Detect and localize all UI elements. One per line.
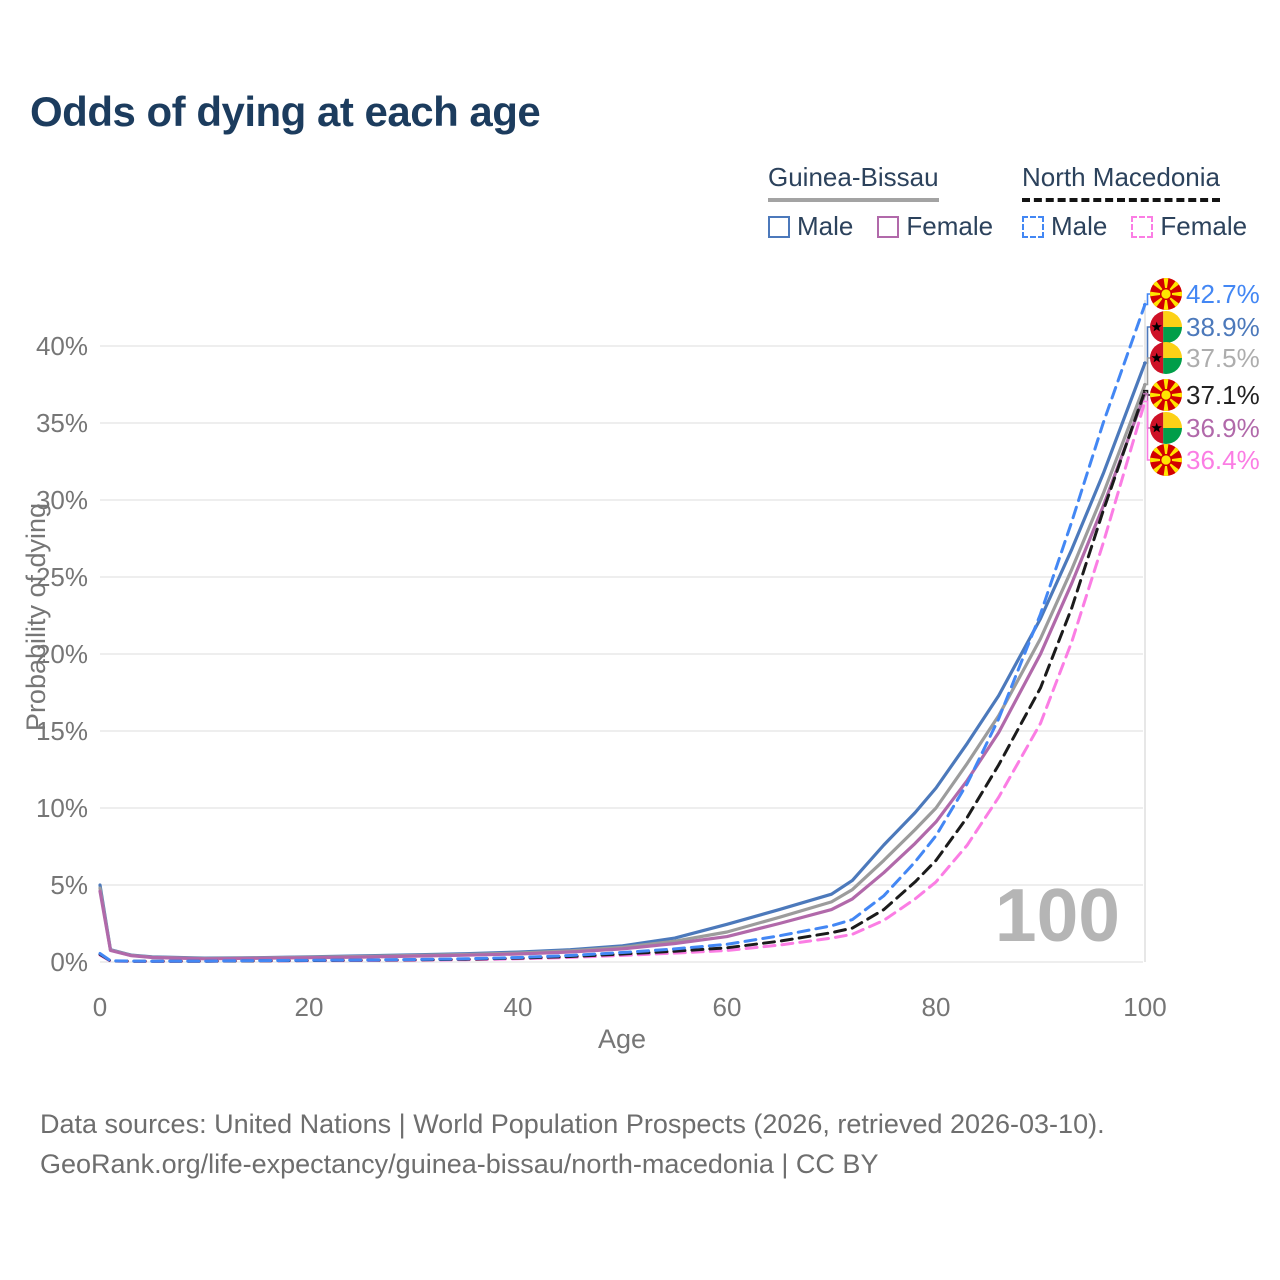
- y-tick-label: 15%: [36, 716, 88, 746]
- y-tick-label: 30%: [36, 485, 88, 515]
- legend-group-guinea-bissau: Guinea-Bissau Male Female: [768, 162, 993, 242]
- y-tick-label: 5%: [50, 870, 88, 900]
- flag-icon-north-macedonia: [1150, 444, 1182, 476]
- y-tick-label: 25%: [36, 562, 88, 592]
- end-label-connector: [1143, 326, 1151, 364]
- y-axis-title: Probability of dying: [21, 503, 51, 731]
- plot-area[interactable]: [100, 290, 1143, 962]
- x-tick-label: 80: [922, 992, 951, 1022]
- legend-swatch-nm-female: [1131, 215, 1154, 238]
- legend-label-nm-male: Male: [1051, 211, 1108, 241]
- end-label-value-nm_female: 36.4%: [1186, 445, 1260, 475]
- end-label-value-gb_female: 36.9%: [1186, 413, 1260, 443]
- legend-label-gb-male: Male: [797, 211, 854, 241]
- series-line-nm_female[interactable]: [98, 399, 1147, 963]
- end-label-connector: [1143, 293, 1151, 306]
- footer: Data sources: United Nations | World Pop…: [40, 1104, 1105, 1184]
- legend-item-gb-female[interactable]: Female: [877, 211, 993, 242]
- legend-group-north-macedonia: North Macedonia Male Female: [1022, 162, 1247, 242]
- legend-swatch-gb-male: [768, 215, 790, 238]
- series-line-nm_male[interactable]: [98, 302, 1147, 963]
- legend-label-gb-female: Female: [906, 211, 994, 241]
- y-tick-label: 10%: [36, 793, 88, 823]
- end-label-value-nm_male: 42.7%: [1186, 279, 1260, 309]
- flag-icon-north-macedonia: [1150, 278, 1182, 310]
- x-axis-title: Age: [598, 1024, 646, 1054]
- end-label-value-gb_total: 37.5%: [1186, 343, 1260, 373]
- end-label-value-nm_total: 37.1%: [1186, 380, 1260, 410]
- x-tick-label: 100: [1123, 992, 1166, 1022]
- flag-icon-north-macedonia: [1150, 379, 1182, 411]
- series-line-gb_female[interactable]: [98, 392, 1147, 961]
- legend-swatch-nm-male: [1022, 215, 1044, 238]
- footer-attribution: GeoRank.org/life-expectancy/guinea-bissa…: [40, 1149, 879, 1179]
- legend-country-north-macedonia[interactable]: North Macedonia: [1022, 162, 1220, 202]
- y-tick-label: 20%: [36, 639, 88, 669]
- y-tick-label: 35%: [36, 408, 88, 438]
- y-tick-label: 0%: [50, 947, 88, 977]
- legend-label-nm-female: Female: [1160, 211, 1248, 241]
- x-tick-label: 20: [295, 992, 324, 1022]
- footer-data-sources: Data sources: United Nations | World Pop…: [40, 1109, 1105, 1139]
- hover-age-watermark: 100: [995, 873, 1120, 957]
- legend-item-nm-female[interactable]: Female: [1131, 211, 1247, 242]
- legend-swatch-gb-female: [877, 215, 900, 238]
- x-tick-label: 60: [713, 992, 742, 1022]
- legend-item-nm-male[interactable]: Male: [1022, 211, 1107, 242]
- series-line-nm_total[interactable]: [98, 389, 1147, 963]
- legend-country-guinea-bissau[interactable]: Guinea-Bissau: [768, 162, 939, 202]
- end-label-value-gb_male: 38.9%: [1186, 312, 1260, 342]
- end-label-connector: [1143, 357, 1151, 386]
- end-label-connector: [1143, 389, 1151, 396]
- legend-item-gb-male[interactable]: Male: [768, 211, 853, 242]
- x-tick-label: 40: [504, 992, 533, 1022]
- end-label-connector: [1143, 400, 1151, 461]
- x-tick-label: 0: [93, 992, 107, 1022]
- page-title: Odds of dying at each age: [30, 88, 541, 135]
- y-tick-label: 40%: [36, 331, 88, 361]
